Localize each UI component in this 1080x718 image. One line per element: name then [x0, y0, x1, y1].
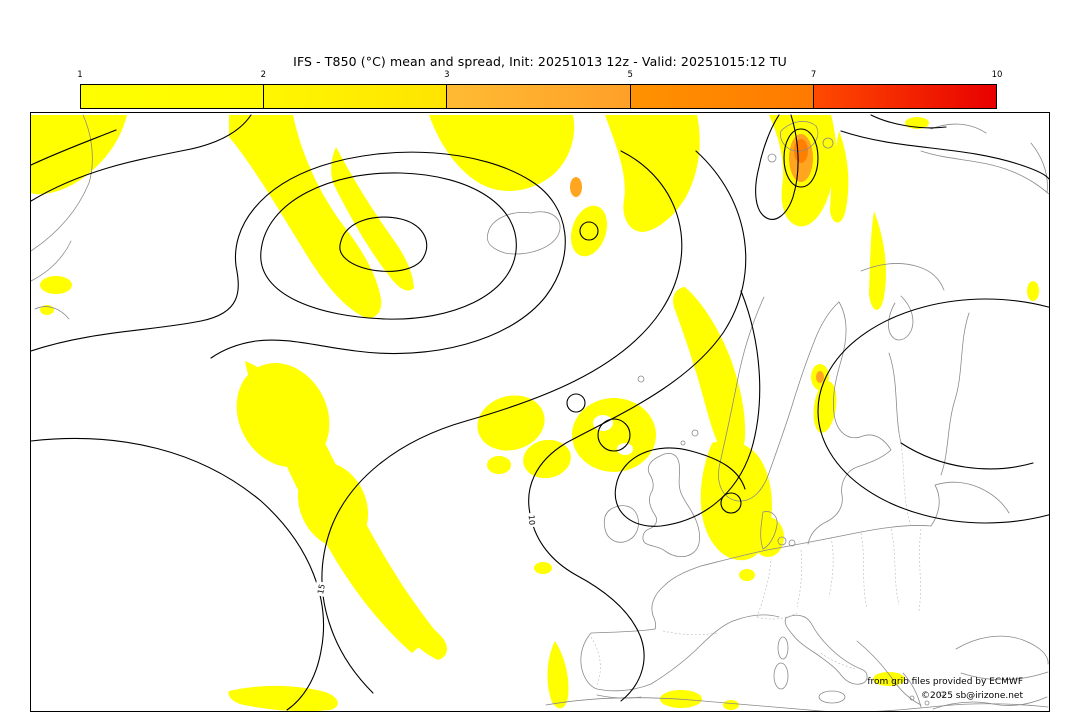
contour-label: 15: [316, 583, 327, 595]
country-borders: [590, 432, 922, 686]
colorbar-tick-label: 7: [810, 70, 817, 80]
spread-shading-level1: [31, 115, 1039, 711]
coastlines: [31, 114, 1049, 711]
colorbar-segment: [812, 85, 997, 108]
italy-coast: [784, 614, 868, 685]
credits-source: from grib files provided by ECMWF: [867, 677, 1023, 687]
temperature-contours: [31, 114, 1049, 711]
scandinavia-coast: [718, 296, 840, 502]
colorbar-scale: [80, 84, 997, 109]
greenland-coast: [31, 114, 93, 252]
africa-coast: [545, 697, 1049, 711]
iceland-coast: [486, 211, 561, 255]
contour-label: 10: [527, 515, 537, 526]
great-britain-coast: [642, 452, 701, 557]
iberia-coast: [580, 614, 780, 692]
black-sea-coast: [955, 635, 1049, 665]
ireland-coast: [603, 505, 639, 543]
credits: from grib files provided by ECMWF ©2025 …: [867, 675, 1023, 703]
colorbar: 1 2 3 5 7 10: [77, 70, 1002, 109]
credits-copyright: ©2025 sb@irizone.net: [921, 691, 1023, 701]
colorbar-tick-label: 3: [444, 70, 450, 80]
colorbar-segment: [263, 85, 447, 108]
colorbar-tick-label: 2: [260, 70, 267, 80]
colorbar-segment: [446, 85, 630, 108]
denmark-coast: [760, 511, 778, 550]
contour-labels: 15 10: [313, 512, 539, 597]
colorbar-tick-row: 1 2 3 5 7 10: [77, 70, 1002, 82]
colorbar-segment: [81, 85, 264, 108]
map-frame: 15 10 from grib files provided by ECMWF …: [30, 112, 1050, 712]
colorbar-tick-label: 5: [627, 70, 633, 80]
colorbar-segment: [629, 85, 813, 108]
page-title: IFS - T850 (°C) mean and spread, Init: 2…: [293, 54, 787, 69]
colorbar-tick-label: 1: [77, 70, 83, 80]
weather-map: 15 10: [31, 114, 1049, 711]
colorbar-tick-label: 10: [991, 70, 1003, 80]
